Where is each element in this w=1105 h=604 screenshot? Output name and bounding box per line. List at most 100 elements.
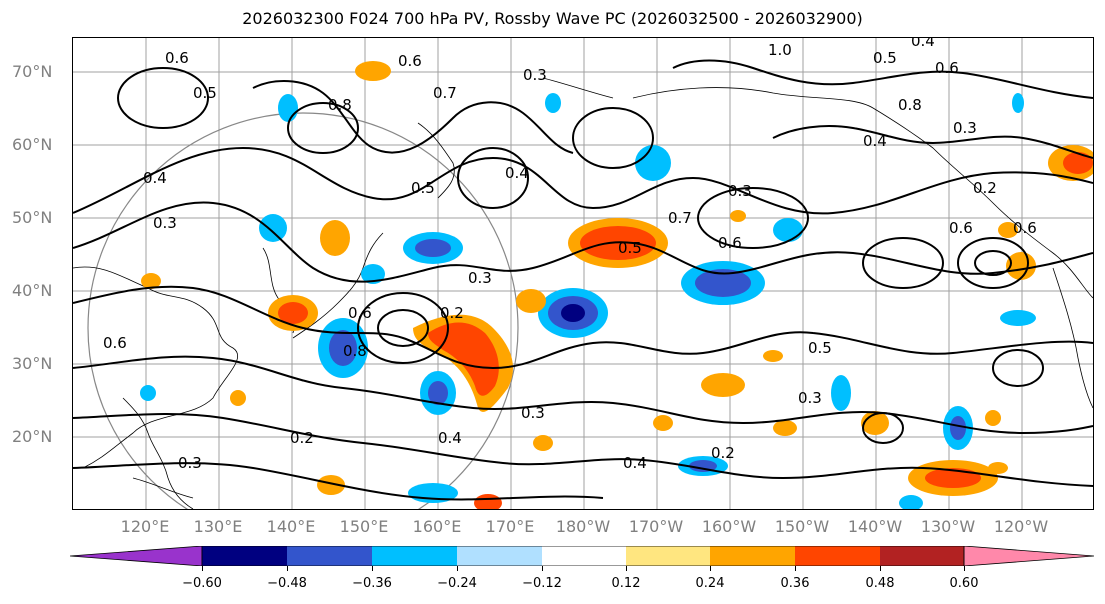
pv-contour-line xyxy=(73,355,1093,435)
negative-anomalies xyxy=(140,93,1036,509)
colorbar-min-extend xyxy=(70,546,203,566)
pv-contour-line xyxy=(73,462,604,501)
pos-anomaly-patch xyxy=(1063,152,1093,174)
pv-contour-line xyxy=(73,412,1093,487)
pos-anomaly-patch xyxy=(653,415,673,431)
contour-label: 0.6 xyxy=(165,49,189,67)
colorbar-max-extend xyxy=(963,546,1094,566)
pos-anomaly-patch xyxy=(533,435,553,451)
contour-label: 0.4 xyxy=(623,454,647,472)
colorbar-segment xyxy=(202,546,287,566)
neg-anomaly-patch xyxy=(1000,310,1036,326)
pv-contour-closed xyxy=(957,237,1029,289)
coastline-pacific-islands xyxy=(132,477,194,499)
colorbar xyxy=(70,546,1094,566)
pv-contour-closed xyxy=(974,250,1012,276)
range-circle xyxy=(87,112,519,509)
pos-anomaly-patch xyxy=(474,494,502,509)
colorbar-tick xyxy=(202,566,203,571)
contour-label: 0.7 xyxy=(433,84,457,102)
neg-anomaly-patch xyxy=(329,330,357,366)
lat-label-60n: 60°N xyxy=(12,135,53,154)
colorbar-tick xyxy=(542,566,543,571)
colorbar-segment xyxy=(372,546,457,566)
pv-contour-line xyxy=(252,80,574,154)
neg-anomaly-patch xyxy=(695,269,751,297)
contour-label: 0.4 xyxy=(505,164,529,182)
pos-anomaly-patch xyxy=(998,222,1018,238)
lat-label-30n: 30°N xyxy=(12,354,53,373)
lon-label-170w: 170°W xyxy=(628,517,684,536)
pv-contour-closed xyxy=(862,237,944,289)
pv-contour-closed xyxy=(572,107,654,169)
neg-anomaly-patch xyxy=(259,214,287,242)
neg-anomaly-patch xyxy=(415,239,451,257)
pv-contour-line xyxy=(672,59,1093,99)
lon-label-150e: 150°E xyxy=(339,517,389,536)
contour-label-group: 0.6 0.8 0.5 0.4 0.3 0.7 0.6 0.3 1.0 0.4 … xyxy=(103,38,1037,472)
neg-anomaly-patch xyxy=(561,304,585,322)
lon-label-140w: 140°W xyxy=(847,517,903,536)
pos-anomaly-patch xyxy=(355,61,391,81)
map-title: 2026032300 F024 700 hPa PV, Rossby Wave … xyxy=(242,9,863,28)
lon-label-120w: 120°W xyxy=(993,517,1049,536)
contour-label: 0.3 xyxy=(798,389,822,407)
contour-label: 0.6 xyxy=(348,304,372,322)
neg-anomaly-patch xyxy=(140,385,156,401)
pv-contours xyxy=(73,59,1093,501)
lon-label-160e: 160°E xyxy=(412,517,462,536)
neg-anomaly-patch xyxy=(950,416,966,440)
pv-contour-line xyxy=(73,285,1093,370)
contour-label: 1.0 xyxy=(768,41,792,59)
contour-label: 0.3 xyxy=(523,66,547,84)
lon-label-140e: 140°E xyxy=(266,517,316,536)
contour-label: 0.4 xyxy=(438,429,462,447)
pv-contour-closed xyxy=(457,147,529,209)
pv-contour-closed xyxy=(377,309,429,347)
contour-label: 0.3 xyxy=(728,182,752,200)
colorbar-segment xyxy=(710,546,795,566)
contour-label: 0.8 xyxy=(898,96,922,114)
contour-label: 0.8 xyxy=(343,342,367,360)
contour-label: 0.2 xyxy=(290,429,314,447)
colorbar-outline xyxy=(201,546,965,566)
neg-anomaly-patch xyxy=(545,93,561,113)
pos-anomaly-patch xyxy=(701,373,745,397)
colorbar-segment xyxy=(287,546,372,566)
lat-label-40n: 40°N xyxy=(12,281,53,300)
contour-label: 0.2 xyxy=(973,179,997,197)
colorbar-tick xyxy=(457,566,458,571)
contour-label: 0.3 xyxy=(153,214,177,232)
pos-anomaly-patch xyxy=(320,220,350,256)
coastline-kamchatka xyxy=(417,122,455,199)
lon-label-120e: 120°E xyxy=(120,517,170,536)
colorbar-tick xyxy=(287,566,288,571)
neg-anomaly-patch xyxy=(773,218,803,242)
lat-label-20n: 20°N xyxy=(12,427,53,446)
coastline-na-west xyxy=(1052,267,1093,409)
contour-label: 0.3 xyxy=(521,404,545,422)
lon-label-170e: 170°E xyxy=(485,517,535,536)
contour-label: 0.4 xyxy=(143,169,167,187)
colorbar-label: −0.12 xyxy=(522,576,562,591)
lon-label-150w: 150°W xyxy=(774,517,830,536)
contour-label: 0.6 xyxy=(398,52,422,70)
lon-label-160w: 160°W xyxy=(701,517,757,536)
lon-label-130w: 130°W xyxy=(920,517,976,536)
colorbar-label: 0.60 xyxy=(949,576,979,591)
colorbar-segment xyxy=(626,546,710,566)
contour-label: 0.5 xyxy=(618,239,642,257)
neg-anomaly-patch xyxy=(831,375,851,411)
lat-label-50n: 50°N xyxy=(12,208,53,227)
colorbar-tick xyxy=(372,566,373,571)
pv-contour-closed xyxy=(697,187,809,249)
neg-anomaly-patch xyxy=(899,495,923,509)
pv-contour-closed xyxy=(992,349,1044,387)
colorbar-tick xyxy=(964,566,965,571)
coastline-philippines xyxy=(122,397,194,509)
pos-anomaly-patch xyxy=(141,273,161,289)
contour-label: 0.6 xyxy=(718,234,742,252)
contour-label: 0.8 xyxy=(328,96,352,114)
map-canvas: 0.6 0.8 0.5 0.4 0.3 0.7 0.6 0.3 1.0 0.4 … xyxy=(73,38,1093,509)
contour-label: 0.5 xyxy=(193,84,217,102)
